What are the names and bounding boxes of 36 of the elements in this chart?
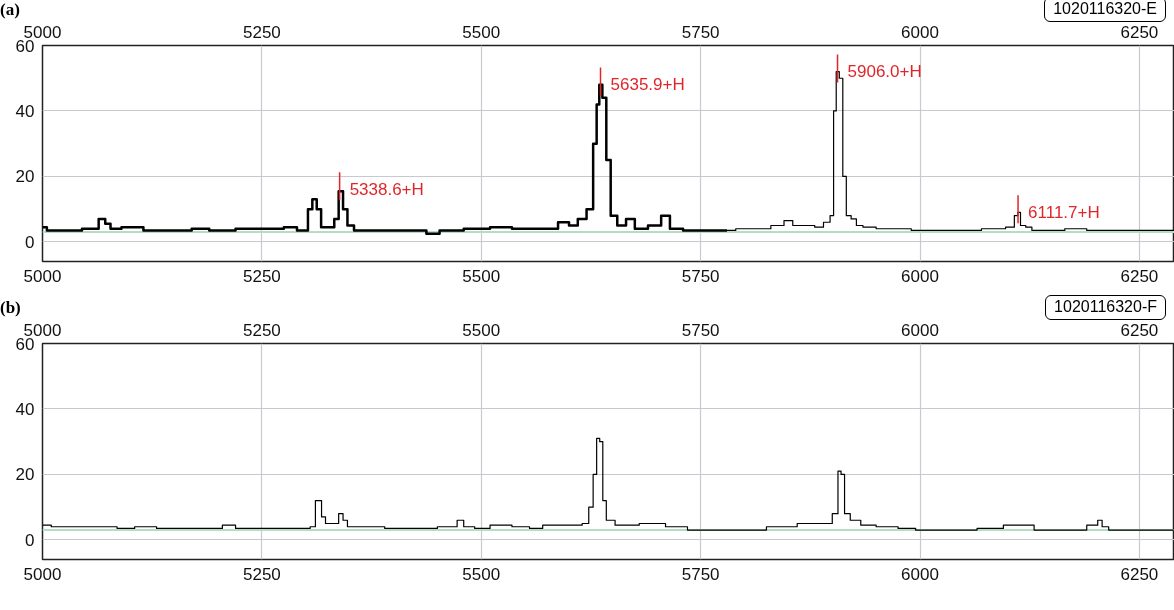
- x2-tick-label: 5750: [681, 564, 720, 584]
- chart-subtitle: 1020116320-F: [1045, 295, 1166, 320]
- x2-tick-label: 5000: [23, 564, 62, 584]
- x-tick-label: 5750: [681, 320, 720, 340]
- y-tick-label: 0: [25, 530, 35, 550]
- annotation: 6111.7+H: [1028, 202, 1100, 222]
- x-tick-label: 6250: [1120, 320, 1159, 340]
- y-tick-label: 40: [15, 101, 35, 121]
- chart-title: (b): [0, 296, 21, 319]
- y-tick-label: 40: [15, 399, 35, 419]
- x-tick-label: 5750: [681, 22, 720, 42]
- x2-tick-label: 6250: [1120, 266, 1159, 286]
- x-tick-label: 6250: [1120, 22, 1159, 42]
- x2-tick-label: 5750: [681, 266, 720, 286]
- x-tick-label: 5500: [462, 22, 501, 42]
- y-tick-label: 0: [25, 232, 35, 252]
- y-tick-label: 20: [15, 465, 35, 485]
- annotation: 5635.9+H: [610, 75, 685, 95]
- x-tick-label: 6000: [901, 320, 939, 340]
- x-tick-label: 5250: [242, 22, 281, 42]
- y-tick-label: 20: [15, 167, 35, 187]
- x-tick-label: 5250: [242, 320, 281, 340]
- x2-tick-label: 5000: [23, 266, 62, 286]
- annotation: 5906.0+H: [847, 62, 922, 82]
- x2-tick-label: 5250: [242, 266, 281, 286]
- chart-title: (a): [0, 0, 20, 21]
- chart-subtitle: 1020116320-E: [1044, 0, 1166, 22]
- annotation: 5338.6+H: [349, 180, 424, 199]
- x-tick-label: 5500: [462, 320, 501, 340]
- x2-tick-label: 6250: [1120, 564, 1159, 584]
- x2-tick-label: 5250: [242, 564, 281, 584]
- x-tick-label: 6000: [901, 22, 939, 42]
- x2-tick-label: 6000: [901, 266, 939, 286]
- x2-tick-label: 6000: [901, 564, 939, 584]
- x2-tick-label: 5500: [462, 266, 501, 286]
- x2-tick-label: 5500: [462, 564, 501, 584]
